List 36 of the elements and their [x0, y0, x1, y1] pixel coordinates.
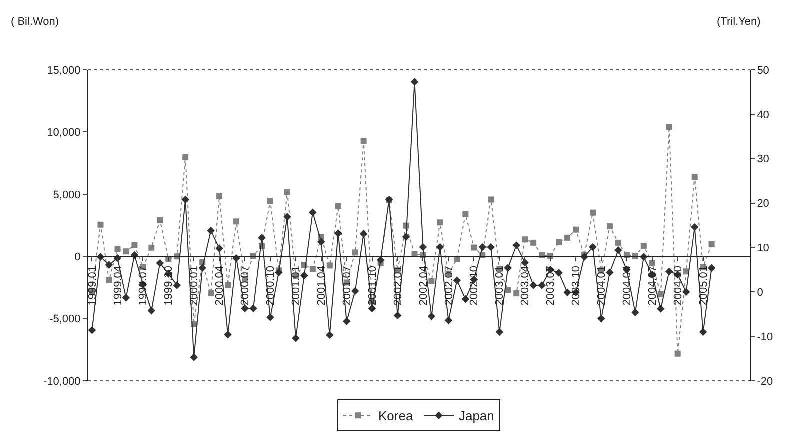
- x-tick-label: 2003.10: [570, 266, 583, 306]
- y2-tick-label: -10: [757, 331, 774, 344]
- x-tick-label: 2000.01: [188, 266, 201, 306]
- x-tick-label: 2000.04: [214, 266, 226, 306]
- x-tick-label: 2001.04: [316, 266, 328, 306]
- legend-label: Japan: [458, 408, 494, 424]
- y2-axis-title: (Tril.Yen): [717, 16, 761, 28]
- legend-label: Korea: [378, 408, 414, 424]
- x-tick-label: 2002.07: [443, 266, 456, 306]
- y2-tick-label: 50: [757, 64, 770, 77]
- x-tick-label: 2001.07: [341, 266, 354, 306]
- y-tick-label: 15,000: [47, 64, 81, 77]
- x-tick-label: 2005.01: [698, 266, 710, 306]
- y2-tick-label: -20: [757, 376, 774, 388]
- x-tick-label: 2001.01: [290, 266, 303, 306]
- x-tick-label: 1999.04: [112, 266, 124, 306]
- x-tick-label: 2000.07: [240, 266, 252, 306]
- x-tick-label: 2002.04: [418, 266, 430, 306]
- x-tick-label: 1999.01: [86, 266, 99, 306]
- y-tick-label: -5,000: [50, 314, 81, 326]
- y-axis-title: ( Bil.Won): [11, 16, 60, 28]
- x-tick-label: 2004.01: [596, 266, 608, 306]
- y-tick-label: 5,000: [53, 189, 81, 202]
- y2-tick-label: 30: [757, 154, 770, 166]
- x-tick-label: 2002.01: [392, 266, 404, 306]
- x-tick-label: 2001.10: [366, 266, 379, 306]
- y-tick-label: -10,000: [43, 376, 81, 388]
- y-tick-label: 10,000: [47, 127, 81, 140]
- y2-tick-label: 0: [757, 286, 764, 299]
- y2-tick-label: 10: [757, 242, 770, 255]
- x-tick-label: 2000.10: [265, 266, 278, 306]
- y2-tick-label: 20: [757, 198, 770, 210]
- x-tick-label: 2003.04: [520, 266, 532, 306]
- x-tick-label: 2003.01: [494, 266, 506, 306]
- y-tick-label: 0: [74, 251, 81, 264]
- y2-tick-label: 40: [757, 109, 770, 122]
